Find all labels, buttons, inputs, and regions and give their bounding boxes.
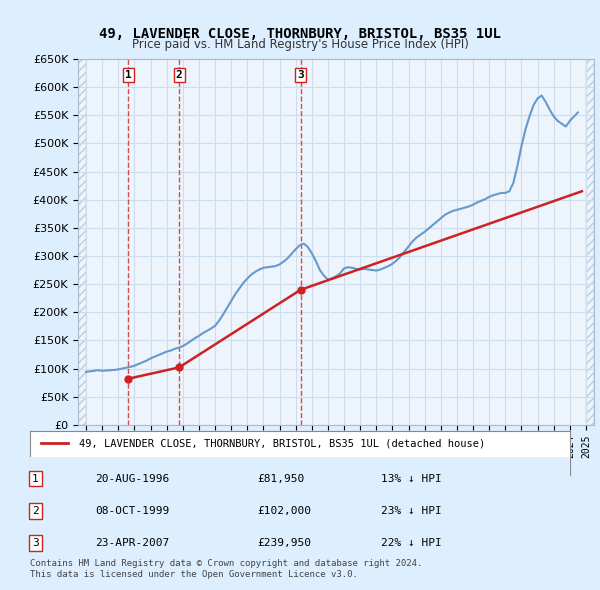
Text: 1: 1 [125, 70, 132, 80]
Text: 49, LAVENDER CLOSE, THORNBURY, BRISTOL, BS35 1UL (detached house): 49, LAVENDER CLOSE, THORNBURY, BRISTOL, … [79, 438, 485, 448]
Text: 49, LAVENDER CLOSE, THORNBURY, BRISTOL, BS35 1UL: 49, LAVENDER CLOSE, THORNBURY, BRISTOL, … [99, 27, 501, 41]
Text: 20-AUG-1996: 20-AUG-1996 [95, 474, 169, 484]
Text: £239,950: £239,950 [257, 538, 311, 548]
Text: 23% ↓ HPI: 23% ↓ HPI [381, 506, 442, 516]
Text: £81,950: £81,950 [257, 474, 304, 484]
Text: Price paid vs. HM Land Registry's House Price Index (HPI): Price paid vs. HM Land Registry's House … [131, 38, 469, 51]
Text: 1: 1 [32, 474, 39, 484]
Text: This data is licensed under the Open Government Licence v3.0.: This data is licensed under the Open Gov… [30, 571, 358, 579]
Text: 08-OCT-1999: 08-OCT-1999 [95, 506, 169, 516]
Text: 2: 2 [176, 70, 182, 80]
Text: 3: 3 [32, 538, 39, 548]
Text: 3: 3 [298, 70, 304, 80]
Text: £102,000: £102,000 [257, 506, 311, 516]
Text: 22% ↓ HPI: 22% ↓ HPI [381, 538, 442, 548]
Text: HPI: Average price, detached house, South Gloucestershire: HPI: Average price, detached house, Sout… [79, 458, 435, 467]
Text: 2: 2 [32, 506, 39, 516]
Text: 13% ↓ HPI: 13% ↓ HPI [381, 474, 442, 484]
Text: Contains HM Land Registry data © Crown copyright and database right 2024.: Contains HM Land Registry data © Crown c… [30, 559, 422, 568]
Text: 23-APR-2007: 23-APR-2007 [95, 538, 169, 548]
